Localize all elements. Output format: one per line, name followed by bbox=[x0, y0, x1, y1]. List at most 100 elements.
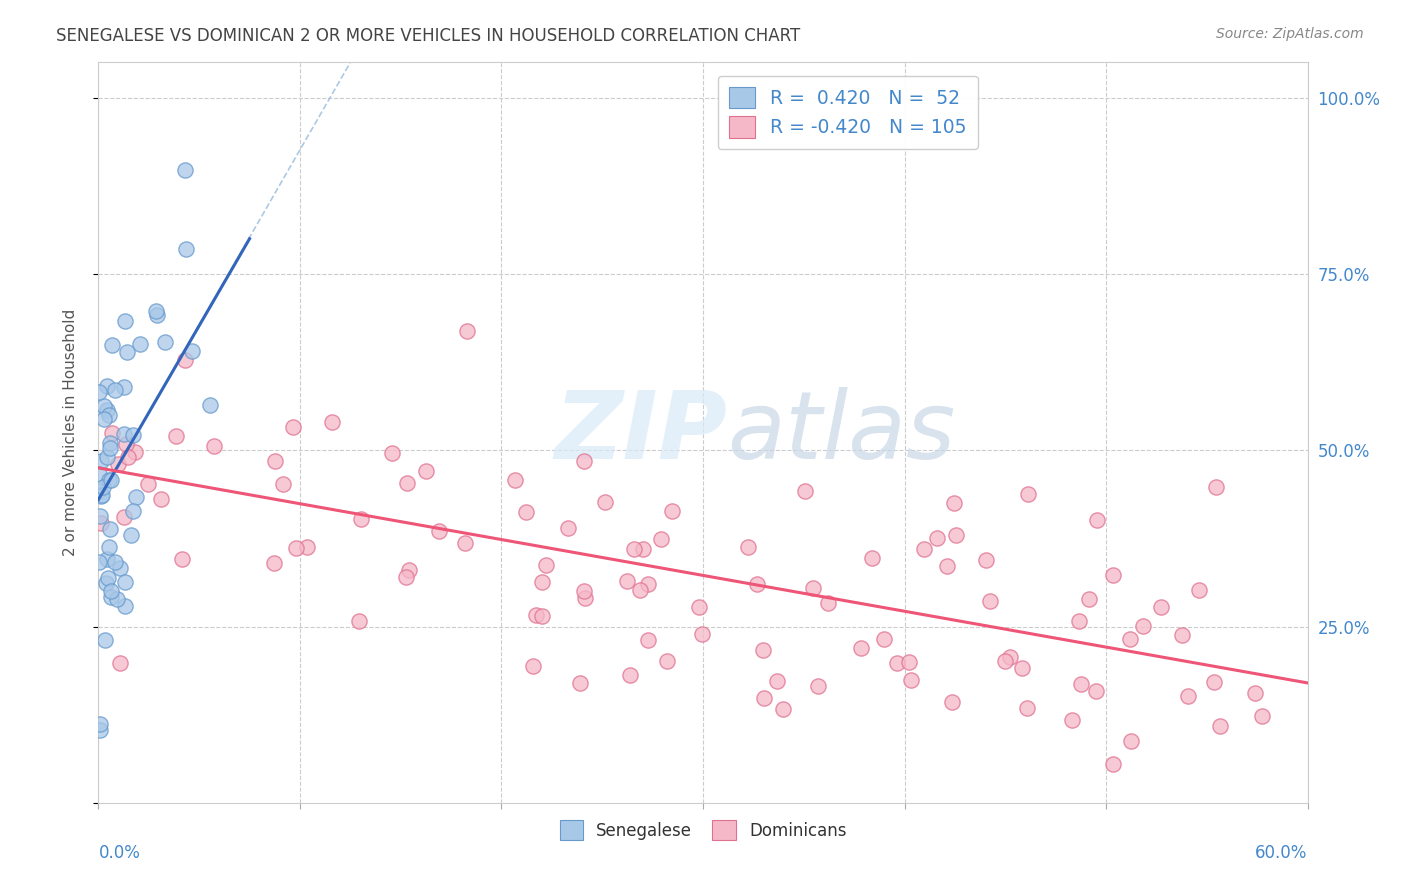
Point bbox=[765, 674, 787, 689]
Point bbox=[942, 496, 965, 510]
Point bbox=[98, 522, 121, 536]
Point bbox=[108, 656, 131, 670]
Point bbox=[1060, 713, 1083, 727]
Point bbox=[181, 343, 204, 358]
Text: ZIP: ZIP bbox=[554, 386, 727, 479]
Point bbox=[350, 512, 373, 526]
Point bbox=[98, 441, 121, 455]
Point bbox=[120, 528, 142, 542]
Point bbox=[89, 384, 111, 399]
Point bbox=[454, 535, 477, 549]
Point bbox=[851, 641, 873, 656]
Point bbox=[1250, 709, 1272, 723]
Point bbox=[572, 454, 595, 468]
Point bbox=[114, 575, 136, 590]
Point bbox=[661, 504, 683, 518]
Point bbox=[616, 574, 638, 588]
Point bbox=[1085, 684, 1108, 698]
Point bbox=[283, 420, 305, 434]
Point bbox=[745, 577, 768, 591]
Point bbox=[173, 352, 195, 367]
Point bbox=[772, 702, 794, 716]
Point bbox=[945, 528, 967, 542]
Point bbox=[128, 337, 150, 351]
Point bbox=[93, 399, 115, 413]
Point bbox=[631, 541, 654, 556]
Point bbox=[89, 723, 111, 737]
Point bbox=[284, 541, 307, 556]
Point bbox=[515, 505, 537, 519]
Point bbox=[637, 576, 659, 591]
Point bbox=[200, 398, 222, 412]
Point bbox=[925, 532, 948, 546]
Point bbox=[1017, 487, 1039, 501]
Point bbox=[112, 379, 135, 393]
Point bbox=[115, 345, 138, 359]
Point bbox=[91, 480, 114, 494]
Point bbox=[1188, 582, 1211, 597]
Point bbox=[122, 428, 145, 442]
Point bbox=[96, 378, 118, 392]
Point bbox=[170, 551, 193, 566]
Point bbox=[1017, 700, 1039, 714]
Point bbox=[104, 383, 127, 397]
Point bbox=[321, 415, 343, 429]
Point bbox=[94, 633, 117, 648]
Point bbox=[395, 570, 418, 584]
Point bbox=[860, 551, 883, 566]
Point bbox=[650, 532, 672, 546]
Point bbox=[688, 600, 710, 615]
Text: 60.0%: 60.0% bbox=[1256, 844, 1308, 862]
Point bbox=[427, 524, 450, 538]
Point bbox=[1177, 690, 1199, 704]
Point bbox=[136, 476, 159, 491]
Point bbox=[522, 659, 544, 673]
Point bbox=[93, 411, 115, 425]
Point bbox=[526, 608, 548, 623]
Point bbox=[89, 717, 111, 731]
Point bbox=[505, 473, 527, 487]
Point bbox=[1069, 614, 1091, 628]
Point bbox=[398, 563, 420, 577]
Point bbox=[637, 632, 659, 647]
Point bbox=[263, 556, 285, 570]
Point bbox=[297, 540, 319, 554]
Point bbox=[202, 439, 225, 453]
Point bbox=[381, 446, 404, 460]
Point bbox=[572, 584, 595, 599]
Point bbox=[415, 464, 437, 478]
Point bbox=[107, 457, 129, 471]
Point bbox=[530, 609, 553, 624]
Point bbox=[941, 695, 963, 709]
Point bbox=[117, 450, 139, 464]
Text: atlas: atlas bbox=[727, 387, 956, 478]
Point bbox=[1205, 480, 1227, 494]
Point bbox=[150, 491, 173, 506]
Point bbox=[531, 574, 554, 589]
Point bbox=[145, 308, 167, 322]
Point bbox=[89, 555, 111, 569]
Point bbox=[534, 558, 557, 573]
Point bbox=[153, 335, 176, 350]
Point bbox=[751, 643, 773, 657]
Point bbox=[89, 483, 111, 498]
Point bbox=[912, 541, 935, 556]
Point bbox=[97, 540, 120, 554]
Point bbox=[1102, 757, 1125, 772]
Point bbox=[124, 445, 146, 459]
Point bbox=[90, 489, 112, 503]
Point bbox=[96, 552, 118, 566]
Point bbox=[752, 690, 775, 705]
Point bbox=[1150, 599, 1173, 614]
Point bbox=[89, 467, 111, 481]
Point bbox=[100, 591, 122, 605]
Point bbox=[112, 509, 135, 524]
Point bbox=[456, 324, 478, 338]
Point bbox=[174, 163, 197, 178]
Point bbox=[90, 488, 112, 502]
Point bbox=[108, 560, 131, 574]
Point bbox=[114, 314, 136, 328]
Point bbox=[105, 591, 128, 606]
Point bbox=[114, 437, 136, 451]
Point bbox=[692, 626, 714, 640]
